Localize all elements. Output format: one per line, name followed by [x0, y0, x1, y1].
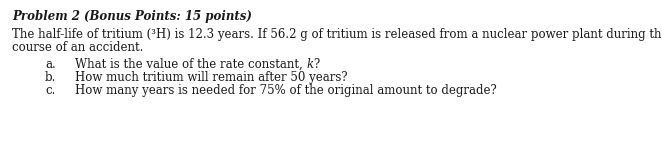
- Text: b.: b.: [45, 71, 56, 84]
- Text: How much tritium will remain after 50 years?: How much tritium will remain after 50 ye…: [75, 71, 348, 84]
- Text: What is the value of the rate constant,: What is the value of the rate constant,: [75, 58, 307, 71]
- Text: ?: ?: [314, 58, 320, 71]
- Text: a.: a.: [45, 58, 56, 71]
- Text: c.: c.: [45, 84, 56, 97]
- Text: course of an accident.: course of an accident.: [12, 41, 144, 54]
- Text: k: k: [307, 58, 314, 71]
- Text: Problem 2 (Bonus Points: 15 points): Problem 2 (Bonus Points: 15 points): [12, 10, 252, 23]
- Text: The half-life of tritium (³H) is 12.3 years. If 56.2 g of tritium is released fr: The half-life of tritium (³H) is 12.3 ye…: [12, 28, 662, 41]
- Text: How many years is needed for 75% of the original amount to degrade?: How many years is needed for 75% of the …: [75, 84, 496, 97]
